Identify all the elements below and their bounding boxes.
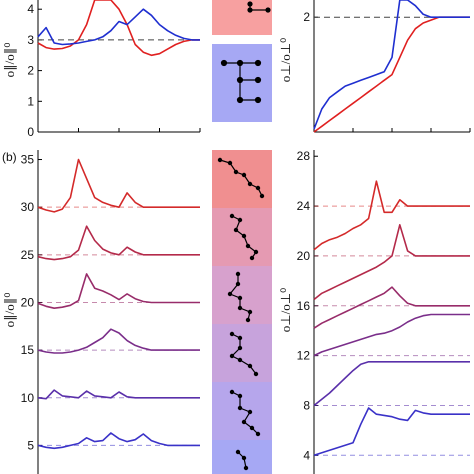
series-line-4 bbox=[313, 360, 470, 407]
series-line-0 bbox=[37, 0, 200, 57]
chain-insets bbox=[212, 0, 272, 474]
series-line-1 bbox=[37, 8, 200, 46]
series-line-1 bbox=[313, 224, 470, 301]
series-line-0 bbox=[313, 180, 470, 251]
y-tick-label: 4 bbox=[27, 2, 34, 16]
inset-b-4 bbox=[212, 324, 272, 382]
y-tick-label: 20 bbox=[21, 295, 35, 309]
inset-b-2 bbox=[212, 208, 272, 266]
series-line-2 bbox=[313, 286, 470, 329]
y-tick-label: 28 bbox=[297, 149, 311, 163]
y-tick-label: 20 bbox=[297, 249, 311, 263]
y-tick-label: 5 bbox=[27, 438, 34, 452]
y-tick-label: 30 bbox=[21, 200, 35, 214]
series-line-0 bbox=[313, 16, 470, 133]
y-tick-label: 10 bbox=[21, 391, 35, 405]
series-line-4 bbox=[37, 389, 200, 400]
inset-b-5 bbox=[212, 382, 272, 440]
y-tick-label: 15 bbox=[21, 343, 35, 357]
y-tick-label: 8 bbox=[303, 398, 310, 412]
y-tick-label: 1 bbox=[27, 94, 34, 108]
y-tick-label: 16 bbox=[297, 299, 311, 313]
panel-label-b: (b) bbox=[2, 150, 17, 164]
y-tick-label: 2 bbox=[27, 64, 34, 78]
y-tick-label: 35 bbox=[21, 153, 35, 167]
series-line-3 bbox=[37, 328, 200, 354]
series-line-1 bbox=[313, 0, 470, 130]
y-tick-label: 24 bbox=[297, 199, 311, 213]
inset-top-red bbox=[212, 0, 272, 35]
y-tick-label: 0 bbox=[27, 125, 34, 139]
bottom-left-ylabel: o∥/o∥⁰ bbox=[2, 293, 17, 328]
bottom-right-ylabel: o⊥/o⊥⁰ bbox=[278, 288, 293, 332]
series-line-5 bbox=[313, 407, 470, 457]
inset-top-blue bbox=[212, 44, 272, 122]
y-tick-label: 2 bbox=[303, 10, 310, 24]
top-left-ylabel: o∥/o∥⁰ bbox=[2, 43, 17, 78]
inset-b-3 bbox=[212, 266, 272, 324]
y-tick-label: 25 bbox=[21, 248, 35, 262]
series-line-2 bbox=[37, 273, 200, 310]
y-tick-label: 3 bbox=[27, 33, 34, 47]
y-tick-label: 4 bbox=[303, 448, 310, 462]
top-right-ylabel: o⊥/o⊥⁰ bbox=[278, 38, 293, 82]
series-line-0 bbox=[37, 158, 200, 213]
series-line-3 bbox=[313, 313, 470, 357]
inset-b-6 bbox=[212, 440, 272, 474]
series-line-5 bbox=[37, 432, 200, 450]
y-tick-label: 12 bbox=[297, 349, 311, 363]
series-line-1 bbox=[37, 225, 200, 261]
